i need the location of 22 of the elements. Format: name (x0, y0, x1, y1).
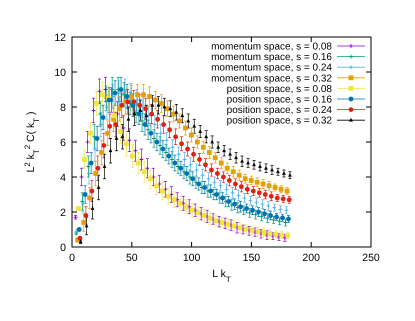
legend-label: momentum space, s = 0.16 (211, 52, 332, 64)
x-tick-label: 50 (126, 252, 138, 264)
x-tick-label: 100 (182, 252, 201, 264)
x-tick-label: 200 (302, 252, 320, 264)
legend-label: momentum space, s = 0.24 (211, 62, 332, 74)
legend-label: position space, s = 0.16 (226, 94, 332, 106)
y-tick-label: 4 (60, 172, 66, 184)
legend-label: position space, s = 0.08 (226, 84, 332, 95)
y-tick-label: 8 (60, 102, 66, 114)
legend-label: momentum space, s = 0.08 (211, 42, 332, 52)
y-tick-label: 2 (60, 207, 66, 219)
y-tick-label: 12 (54, 32, 66, 44)
legend-label: position space, s = 0.32 (226, 116, 332, 127)
y-tick-label: 6 (60, 137, 66, 149)
x-tick-label: 150 (242, 252, 260, 264)
x-tick-label: 0 (69, 252, 76, 264)
legend-label: momentum space, s = 0.32 (211, 73, 332, 84)
legend-label: position space, s = 0.24 (226, 105, 332, 116)
y-tick-label: 0 (60, 242, 66, 254)
x-tick-label: 250 (362, 252, 380, 264)
x-axis-title: L k$_{T}$ (212, 268, 231, 284)
y-tick-label: 10 (54, 67, 66, 79)
